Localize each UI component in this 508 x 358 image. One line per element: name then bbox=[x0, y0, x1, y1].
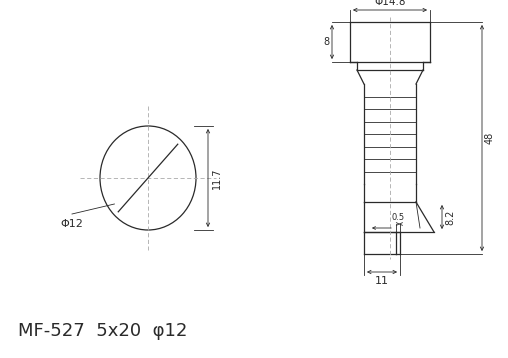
Text: 11: 11 bbox=[375, 276, 389, 286]
Text: Φ12: Φ12 bbox=[60, 219, 83, 229]
Text: 48: 48 bbox=[485, 132, 495, 144]
Text: Φ14.8: Φ14.8 bbox=[374, 0, 406, 7]
Text: 8: 8 bbox=[323, 37, 329, 47]
Text: MF-527  5x20  φ12: MF-527 5x20 φ12 bbox=[18, 322, 187, 340]
Text: 0.5: 0.5 bbox=[392, 213, 404, 222]
Text: 8.2: 8.2 bbox=[445, 209, 455, 225]
Text: 11.7: 11.7 bbox=[212, 167, 222, 189]
